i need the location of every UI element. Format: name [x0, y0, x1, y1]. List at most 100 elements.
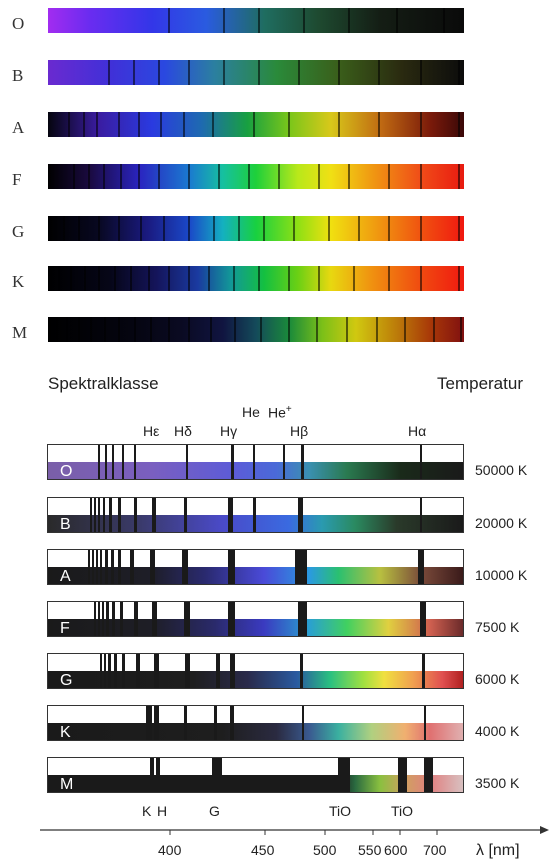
absorption-line: [111, 550, 114, 584]
photo-spectrum-label: K: [12, 272, 25, 291]
absorption-line: [114, 654, 117, 688]
absorption-line: [298, 498, 303, 532]
absorption-line: [102, 602, 104, 636]
absorption-line: [122, 654, 125, 688]
spectrum-color-band: [48, 462, 463, 479]
spectrum-color-band: [48, 619, 463, 636]
h-gamma-label: Hγ: [220, 423, 238, 439]
photo-spectrum-strip: [48, 164, 464, 189]
absorption-line: [283, 445, 285, 479]
absorption-line: [109, 498, 112, 532]
spectral-class-box: F: [47, 601, 464, 637]
temperature-label: 10000 K: [475, 567, 528, 583]
absorption-line: [118, 550, 121, 584]
photo-spectrum-m: M: [0, 317, 559, 357]
absorption-line: [253, 445, 255, 479]
h-line-label: H: [157, 803, 168, 819]
spectral-class-box: M: [47, 757, 464, 793]
absorption-line: [122, 445, 124, 479]
absorption-line: [118, 498, 121, 532]
temperatur-heading: Temperatur: [437, 374, 523, 393]
photo-spectrum-strip: [48, 8, 464, 33]
absorption-line: [104, 654, 106, 688]
spectral-class-row-f: F: [47, 601, 464, 637]
absorption-line: [100, 654, 102, 688]
absorption-line: [92, 550, 94, 584]
absorption-line: [228, 498, 233, 532]
photo-spectrum-label: M: [12, 323, 28, 342]
absorption-line: [96, 550, 98, 584]
spectral-class-letter: M: [60, 776, 74, 793]
photo-spectrum-strip: [48, 60, 464, 85]
spektralklasse-heading: Spektralklasse: [48, 374, 159, 393]
absorption-line: [152, 602, 157, 636]
absorption-line: [185, 654, 190, 688]
absorption-line: [105, 445, 107, 479]
absorption-line: [134, 498, 137, 532]
spectral-class-letter: O: [60, 463, 73, 480]
photo-spectrum-strip: [48, 266, 464, 291]
h-alpha-label: Hα: [408, 423, 427, 439]
spectral-class-box: G: [47, 653, 464, 689]
spectral-class-row-o: O: [47, 444, 464, 480]
absorption-line: [228, 602, 235, 636]
absorption-line: [184, 498, 187, 532]
absorption-line: [134, 445, 136, 479]
tick-700: 700: [423, 842, 447, 858]
absorption-line: [105, 550, 108, 584]
tick-400: 400: [158, 842, 182, 858]
temperature-label: 6000 K: [475, 671, 520, 687]
tick-450: 450: [251, 842, 275, 858]
tio-label-2: TiO: [391, 803, 414, 819]
absorption-line: [106, 602, 109, 636]
photo-spectrum-b: B: [0, 60, 559, 100]
spectral-class-box: A: [47, 549, 464, 585]
spectral-class-letter: G: [60, 672, 73, 689]
absorption-line: [98, 602, 100, 636]
spectral-class-letter: B: [60, 516, 71, 533]
absorption-line: [88, 550, 90, 584]
photo-spectrum-label: B: [12, 66, 24, 85]
h-delta-label: Hδ: [174, 423, 192, 439]
temperature-label: 7500 K: [475, 619, 520, 635]
temperature-label: 3500 K: [475, 775, 520, 791]
absorption-line: [338, 758, 350, 792]
absorption-line: [422, 654, 425, 688]
photo-spectrum-o: O: [0, 8, 559, 48]
absorption-line: [228, 550, 235, 584]
photo-spectrum-label: G: [12, 222, 25, 241]
k-line-label: K: [142, 803, 152, 819]
temperature-label: 20000 K: [475, 515, 528, 531]
tick-550: 550: [358, 842, 382, 858]
spectral-class-box: O: [47, 444, 464, 480]
absorption-line: [94, 602, 96, 636]
absorption-line: [295, 550, 307, 584]
spectral-class-row-b: B: [47, 497, 464, 533]
absorption-line: [182, 550, 188, 584]
absorption-line: [100, 550, 102, 584]
he-plus-label: He+: [268, 404, 292, 421]
tio-label-1: TiO: [329, 803, 352, 819]
photo-spectrum-label: O: [12, 14, 25, 33]
absorption-line: [130, 550, 134, 584]
h-beta-label: Hβ: [290, 423, 309, 439]
spectral-class-letter: F: [60, 620, 70, 637]
g-band-label: G: [209, 803, 220, 819]
absorption-line: [136, 654, 140, 688]
absorption-line: [108, 654, 111, 688]
absorption-line: [420, 498, 422, 532]
absorption-line: [302, 706, 304, 740]
wavelength-unit-label: λ [nm]: [476, 842, 520, 859]
photo-spectrum-strip: [48, 216, 464, 241]
absorption-line: [156, 758, 160, 792]
absorption-line: [301, 445, 304, 479]
absorption-line: [231, 445, 234, 479]
spectral-class-box: B: [47, 497, 464, 533]
absorption-line: [112, 445, 114, 479]
absorption-line: [230, 654, 235, 688]
absorption-line: [253, 498, 256, 532]
spectral-class-letter: A: [60, 568, 71, 585]
absorption-line: [184, 602, 190, 636]
absorption-line: [184, 706, 187, 740]
spectral-class-row-m: M: [47, 757, 464, 793]
